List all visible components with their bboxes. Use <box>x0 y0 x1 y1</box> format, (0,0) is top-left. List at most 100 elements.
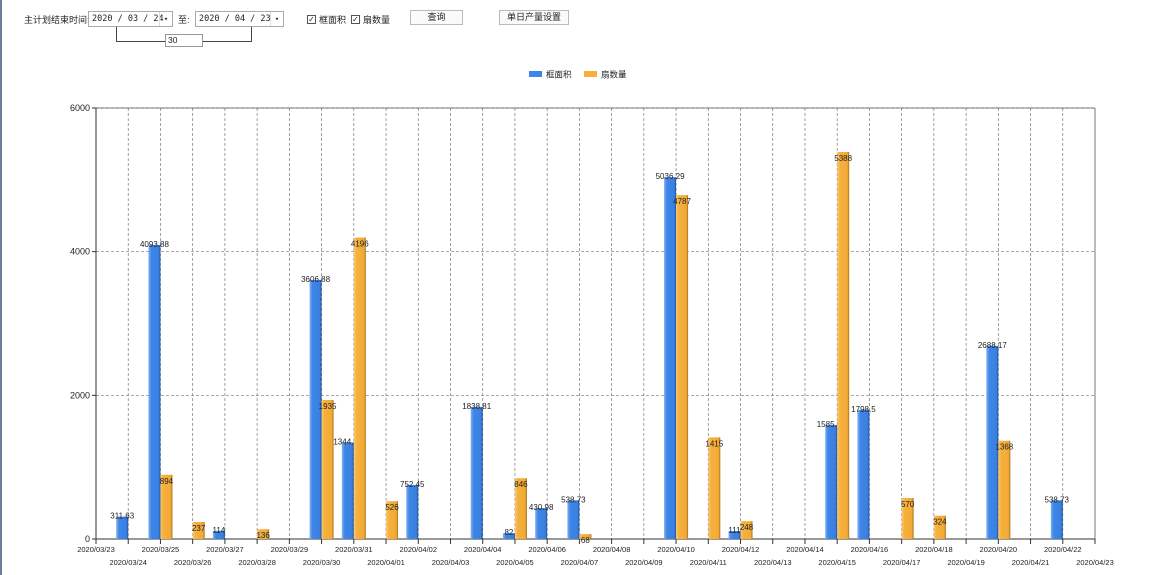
start-date-value: 2020 / 03 / 24 <box>92 14 164 24</box>
y-tick-label: 0 <box>85 534 90 544</box>
bar-area <box>664 177 677 539</box>
data-label: 570 <box>901 500 915 509</box>
bar-area <box>825 425 838 539</box>
data-label: 311.63 <box>110 512 134 521</box>
data-label: 237 <box>192 524 206 533</box>
start-date-picker[interactable]: 2020 / 03 / 24 ▾ <box>88 11 173 27</box>
bar-area <box>502 533 515 539</box>
y-tick-label: 2000 <box>70 390 90 400</box>
data-label: 538.73 <box>561 495 586 504</box>
x-tick-label: 2020/04/14 <box>786 545 824 554</box>
bar-count <box>837 151 850 539</box>
x-tick-label: 2020/03/27 <box>206 545 244 554</box>
data-label: 430.98 <box>529 503 554 512</box>
x-tick-label: 2020/04/17 <box>883 558 921 567</box>
x-tick-label: 2020/04/15 <box>818 558 856 567</box>
x-tick-label: 2020/04/03 <box>432 558 470 567</box>
checkbox-checked-icon[interactable]: ✓ <box>351 14 360 24</box>
bar-count <box>933 515 946 539</box>
data-label: 4787 <box>673 197 691 206</box>
to-label-text: 至: <box>178 14 190 25</box>
data-label: 1368 <box>995 443 1013 452</box>
bar-area <box>406 484 419 539</box>
x-tick-label: 2020/04/06 <box>528 545 566 554</box>
checkbox-checked-icon[interactable]: ✓ <box>307 14 316 24</box>
x-tick-label: 2020/03/26 <box>174 558 212 567</box>
x-tick-label: 2020/04/19 <box>947 558 985 567</box>
x-tick-label: 2020/04/23 <box>1076 558 1114 567</box>
x-tick-label: 2020/04/11 <box>690 558 727 567</box>
legend-swatch-count <box>584 71 597 77</box>
data-label: 1344.95 <box>333 437 362 446</box>
y-tick-label: 6000 <box>70 103 90 113</box>
bar-count <box>901 498 914 539</box>
bar-area <box>212 530 225 539</box>
end-date-picker[interactable]: 2020 / 04 / 23 ▾ <box>195 11 284 27</box>
data-label: 538.73 <box>1045 495 1070 504</box>
bar-area <box>1050 500 1063 539</box>
checkbox-area-label: 框面积 <box>319 14 347 25</box>
bar-area <box>728 531 741 539</box>
bar-area <box>567 500 580 539</box>
bar-count <box>386 501 399 539</box>
chevron-down-icon[interactable]: ▾ <box>270 12 283 26</box>
data-label: 5388 <box>834 154 852 163</box>
y-tick-label: 4000 <box>70 247 90 257</box>
to-label: 至: <box>178 11 190 27</box>
bar-area <box>470 406 483 539</box>
bar-area <box>341 442 354 539</box>
chevron-down-icon[interactable]: ▾ <box>159 12 172 26</box>
x-tick-label: 2020/04/05 <box>496 558 534 567</box>
data-label: 136 <box>256 531 270 540</box>
data-label: 1838.81 <box>462 402 491 411</box>
x-tick-label: 2020/03/25 <box>142 545 180 554</box>
days-input[interactable]: 30 <box>165 34 203 47</box>
date-label: 主计划结束时间: <box>24 14 90 25</box>
data-label: 894 <box>160 477 174 486</box>
checkbox-count-label: 扇数量 <box>363 14 391 25</box>
data-label: 111 <box>728 526 741 535</box>
bar-area <box>986 345 999 539</box>
bar-area <box>857 409 870 539</box>
bar-count <box>998 440 1011 539</box>
daily-output-settings-button[interactable]: 单日产量设置 <box>499 10 569 25</box>
bar-count <box>192 521 205 539</box>
data-label: 324 <box>933 518 947 527</box>
data-label: 4093.88 <box>140 240 169 249</box>
bar-count <box>740 521 753 539</box>
legend-label: 扇数量 <box>601 70 627 80</box>
x-tick-label: 2020/04/21 <box>1012 558 1050 567</box>
legend-label: 框面积 <box>546 70 572 80</box>
data-label: 5036.29 <box>656 172 685 181</box>
x-tick-label: 2020/03/23 <box>77 545 115 554</box>
window-edge <box>0 0 2 575</box>
x-tick-label: 2020/04/22 <box>1044 545 1082 554</box>
data-label: 82 <box>504 528 513 537</box>
data-label: 752.45 <box>400 480 425 489</box>
x-tick-label: 2020/03/29 <box>271 545 309 554</box>
data-label: 2688.17 <box>978 341 1007 350</box>
checkbox-area[interactable]: ✓ 框面积 <box>307 11 346 27</box>
data-label: 1585.96 <box>817 420 846 429</box>
checkbox-count[interactable]: ✓ 扇数量 <box>351 11 390 27</box>
data-label: 68 <box>581 536 590 545</box>
x-tick-label: 2020/03/30 <box>303 558 341 567</box>
x-tick-label: 2020/03/28 <box>238 558 276 567</box>
data-label: 114 <box>213 526 226 535</box>
data-label: 846 <box>514 480 528 489</box>
query-button[interactable]: 查询 <box>410 10 463 25</box>
bar-count <box>676 195 689 539</box>
bar-count <box>160 474 173 539</box>
end-date-value: 2020 / 04 / 23 <box>199 14 271 24</box>
bar-area <box>309 279 322 539</box>
x-tick-label: 2020/04/07 <box>561 558 599 567</box>
x-tick-label: 2020/03/31 <box>335 545 373 554</box>
x-tick-label: 2020/04/12 <box>722 545 760 554</box>
bar-area <box>116 516 129 539</box>
data-label: 526 <box>385 503 399 512</box>
x-tick-label: 2020/04/02 <box>399 545 437 554</box>
x-tick-label: 2020/04/09 <box>625 558 663 567</box>
data-label: 4196 <box>351 240 369 249</box>
bar-count <box>257 529 270 539</box>
